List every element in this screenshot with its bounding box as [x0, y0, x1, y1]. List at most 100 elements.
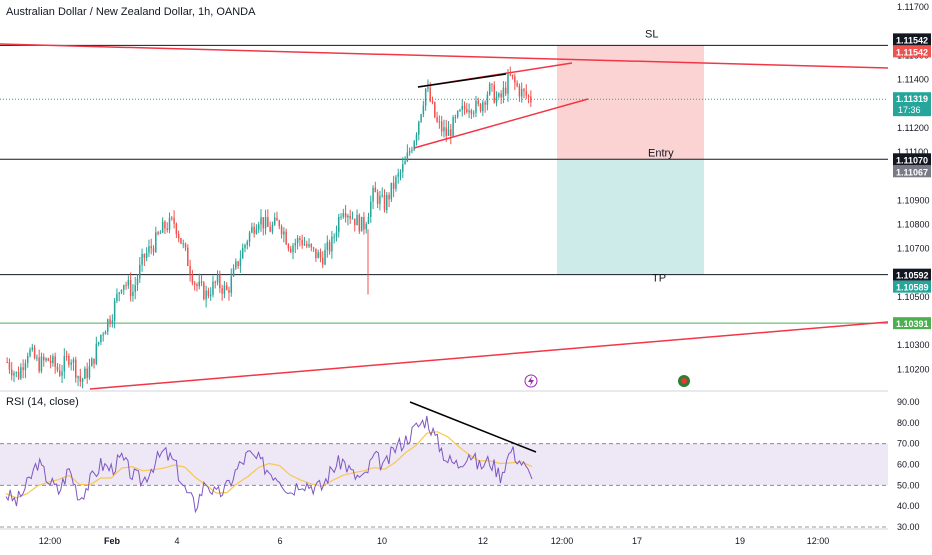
candle-body[interactable] [520, 89, 523, 97]
candle-body[interactable] [383, 194, 386, 211]
candle-body[interactable] [10, 369, 13, 376]
candle-body[interactable] [180, 238, 182, 244]
candle-body[interactable] [527, 95, 530, 97]
candle-body[interactable] [475, 100, 477, 113]
candle-body[interactable] [454, 116, 457, 118]
candle-body[interactable] [422, 105, 425, 115]
candle-body[interactable] [97, 342, 100, 344]
candle-body[interactable] [134, 285, 136, 292]
candle-body[interactable] [338, 216, 340, 233]
candle-body[interactable] [255, 229, 258, 234]
candle-body[interactable] [24, 363, 27, 371]
candle-body[interactable] [280, 226, 283, 235]
wedge-lower-line[interactable] [413, 98, 589, 149]
candle-body[interactable] [93, 358, 95, 364]
candle-body[interactable] [342, 213, 345, 217]
candle-body[interactable] [436, 117, 438, 122]
candle-body[interactable] [184, 243, 187, 248]
candle-body[interactable] [116, 293, 118, 301]
candle-body[interactable] [251, 226, 253, 233]
candle-body[interactable] [472, 112, 475, 114]
ascending-trendline[interactable] [89, 321, 889, 390]
candle-body[interactable] [203, 282, 205, 300]
candle-body[interactable] [61, 371, 63, 376]
candle-body[interactable] [363, 216, 365, 230]
rsi-line[interactable] [5, 415, 533, 514]
candle-body[interactable] [79, 376, 82, 382]
candle-body[interactable] [155, 232, 157, 252]
candle-body[interactable] [511, 74, 514, 77]
candle-body[interactable] [452, 117, 454, 136]
candle-body[interactable] [136, 278, 139, 286]
candle-body[interactable] [38, 357, 40, 372]
candle-body[interactable] [269, 226, 271, 232]
candle-body[interactable] [45, 358, 47, 361]
candle-body[interactable] [424, 88, 427, 106]
candle-body[interactable] [31, 347, 34, 350]
candle-body[interactable] [26, 356, 29, 364]
candle-body[interactable] [392, 182, 395, 189]
candle-body[interactable] [72, 359, 75, 363]
candle-body[interactable] [150, 246, 152, 249]
time-axis[interactable]: 12:00 Feb 4 6 10 12 12:00 17 19 12:00 [0, 528, 888, 546]
candle-body[interactable] [6, 362, 8, 364]
candle-body[interactable] [205, 290, 207, 300]
candle-body[interactable] [118, 292, 120, 294]
candle-body[interactable] [209, 294, 212, 296]
candle-body[interactable] [84, 368, 86, 379]
candle-body[interactable] [431, 101, 434, 103]
candle-body[interactable] [56, 366, 59, 371]
candle-body[interactable] [232, 268, 235, 277]
candle-body[interactable] [81, 378, 84, 382]
candle-body[interactable] [324, 249, 326, 265]
candle-body[interactable] [509, 74, 512, 76]
price-high-line[interactable] [417, 73, 507, 88]
candle-body[interactable] [301, 239, 303, 246]
candle-body[interactable] [88, 366, 91, 378]
candle-body[interactable] [271, 224, 274, 232]
candle-body[interactable] [351, 218, 354, 220]
candle-body[interactable] [491, 83, 493, 85]
candle-body[interactable] [418, 121, 420, 135]
candle-body[interactable] [482, 102, 484, 112]
candle-body[interactable] [310, 244, 313, 248]
candle-body[interactable] [109, 319, 111, 324]
candle-body[interactable] [305, 244, 308, 247]
candle-body[interactable] [141, 253, 143, 265]
candle-body[interactable] [390, 182, 393, 200]
candle-body[interactable] [223, 285, 226, 294]
candle-body[interactable] [278, 220, 281, 227]
candle-body[interactable] [308, 244, 310, 247]
candle-body[interactable] [77, 376, 79, 378]
candle-body[interactable] [207, 290, 210, 296]
candle-body[interactable] [189, 265, 191, 275]
candle-body[interactable] [241, 248, 244, 259]
candle-body[interactable] [388, 194, 390, 200]
candle-body[interactable] [52, 356, 54, 363]
candle-body[interactable] [335, 232, 338, 237]
candle-body[interactable] [262, 217, 265, 229]
candle-body[interactable] [367, 216, 370, 224]
candle-body[interactable] [516, 82, 518, 87]
candle-body[interactable] [399, 171, 402, 174]
candle-body[interactable] [356, 214, 358, 226]
candle-body[interactable] [70, 362, 72, 365]
candle-body[interactable] [347, 215, 349, 218]
descending-trendline[interactable] [0, 43, 889, 69]
candle-body[interactable] [415, 134, 418, 142]
candle-body[interactable] [95, 343, 98, 364]
candle-body[interactable] [374, 187, 377, 193]
candle-body[interactable] [287, 244, 290, 249]
candle-body[interactable] [22, 367, 24, 371]
candle-body[interactable] [125, 284, 127, 286]
candle-body[interactable] [63, 356, 66, 372]
candle-body[interactable] [321, 257, 324, 265]
candle-body[interactable] [200, 281, 203, 283]
candle-body[interactable] [463, 105, 466, 110]
candle-body[interactable] [198, 281, 200, 287]
avatar-icon[interactable] [678, 375, 690, 387]
candle-body[interactable] [354, 218, 356, 226]
candle-body[interactable] [139, 264, 141, 279]
candle-body[interactable] [40, 356, 43, 372]
candle-body[interactable] [157, 232, 159, 234]
